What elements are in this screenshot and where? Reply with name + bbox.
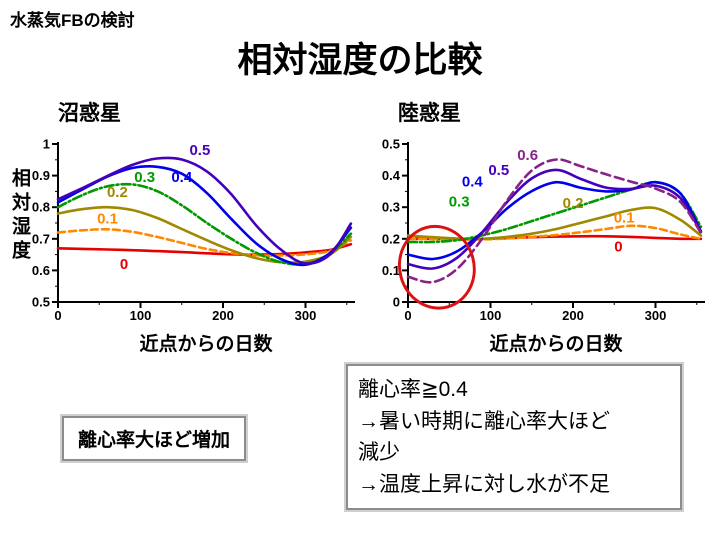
svg-text:0.5: 0.5 [32,295,50,310]
svg-text:300: 300 [295,308,317,323]
left-chart: 0 100 200 300 1 0.9 0.8 0.7 0.6 0.5 0 0.1 0.2 0.3 0.4 0… [32,137,355,323]
note-box-eccentricity: 離心率≧0.4 →暑い時期に離心率大ほど 減少 →温度上昇に対し水が不足 [346,364,682,510]
svg-text:0.5: 0.5 [382,137,400,152]
svg-text:0.1: 0.1 [382,263,400,278]
svg-text:0.8: 0.8 [32,200,50,215]
svg-text:0.5: 0.5 [488,162,509,179]
svg-text:0: 0 [120,256,128,273]
svg-text:0: 0 [393,295,400,310]
svg-text:0.4: 0.4 [171,169,193,186]
note-line: 離心率≧0.4 [358,378,468,401]
svg-text:0.4: 0.4 [462,174,484,191]
svg-text:0.2: 0.2 [382,231,400,246]
left-chart-y-axis-label: 相対湿度 [9,168,30,264]
left-chart-x-axis-label: 近点からの日数 [139,334,273,355]
svg-text:100: 100 [480,308,502,323]
svg-text:0.6: 0.6 [32,263,50,278]
svg-text:200: 200 [212,308,234,323]
svg-text:0.9: 0.9 [32,168,50,183]
note-line: 減少 [358,441,400,464]
right-chart-title: 陸惑星 [398,102,461,125]
svg-text:0.1: 0.1 [97,211,118,228]
svg-text:0.1: 0.1 [614,209,635,226]
right-chart-x-axis-label: 近点からの日数 [489,334,623,355]
note-line: →温度上昇に対し水が不足 [358,472,610,496]
svg-text:0.3: 0.3 [449,194,470,211]
svg-text:200: 200 [562,308,584,323]
svg-text:0.2: 0.2 [563,195,584,212]
svg-text:0.5: 0.5 [189,142,210,159]
page-title: 相対湿度の比較 [237,41,483,80]
svg-text:0.6: 0.6 [517,147,538,164]
right-chart: 0 100 200 3000.50.40.30.20.1000.10.20.30.40… [382,137,705,323]
svg-text:0.3: 0.3 [382,200,400,215]
svg-text:300: 300 [645,308,667,323]
svg-text:0.7: 0.7 [32,231,50,246]
note-line: →暑い時期に離心率大ほど [358,409,610,433]
svg-text:0: 0 [54,308,61,323]
svg-text:0.3: 0.3 [134,169,155,186]
left-chart-title: 沼惑星 [58,102,121,125]
note-box-increase: 離心率大ほど増加 [62,416,247,461]
svg-text:0: 0 [614,238,622,255]
svg-text:0.2: 0.2 [107,184,128,201]
slide-note: 水蒸気FBの検討 [10,11,135,30]
note-box-increase-text: 離心率大ほど増加 [78,430,231,451]
svg-text:0: 0 [404,308,411,323]
highlight-ellipse [397,224,476,310]
svg-text:0.4: 0.4 [382,168,401,183]
svg-text:100: 100 [130,308,152,323]
svg-text:1: 1 [43,137,50,152]
